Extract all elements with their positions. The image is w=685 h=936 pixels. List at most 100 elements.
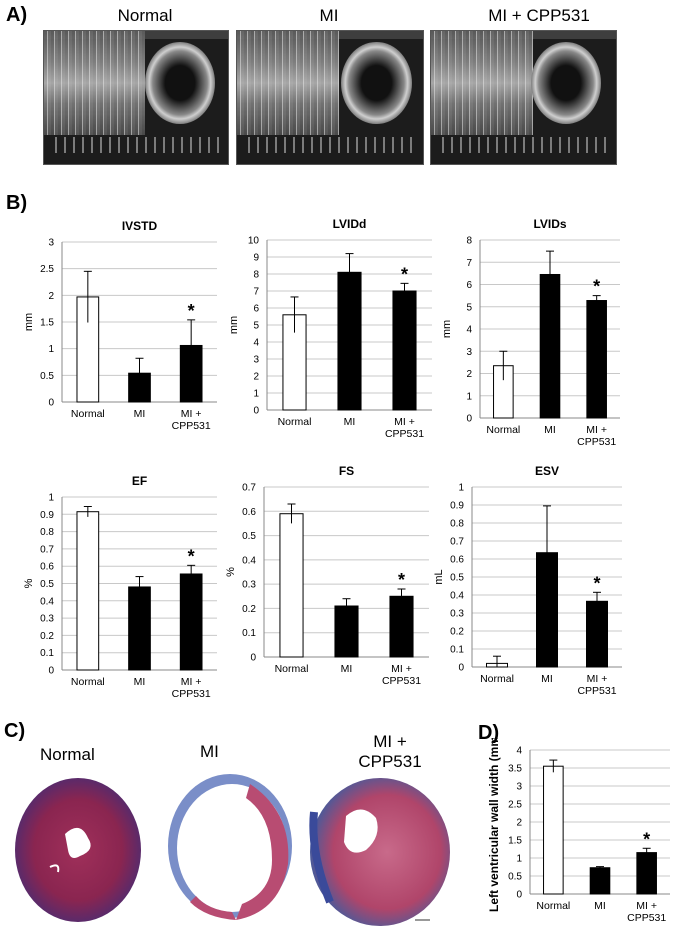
y-axis-label: mm <box>228 316 240 334</box>
y-tick-label: 0.6 <box>40 562 54 573</box>
bar <box>334 605 359 658</box>
bar <box>179 573 203 671</box>
echo-image-mi <box>236 30 424 165</box>
y-tick-label: 2 <box>48 291 54 302</box>
y-tick-label: 4 <box>466 325 472 336</box>
y-tick-label: 8 <box>466 236 472 247</box>
y-tick-label: 4 <box>253 338 259 349</box>
bar <box>128 586 151 671</box>
y-tick-label: 1 <box>48 344 54 355</box>
panel-label-c: C) <box>4 720 26 742</box>
y-axis-label: % <box>225 567 237 577</box>
x-tick-label: MI + <box>391 663 412 675</box>
y-tick-label: 0.7 <box>450 537 464 548</box>
y-tick-label: 2 <box>516 818 522 829</box>
y-tick-label: 0.7 <box>242 483 256 494</box>
x-tick-label: CPP531 <box>385 428 424 440</box>
y-tick-label: 0.3 <box>242 580 256 591</box>
y-tick-label: 0.5 <box>450 573 464 584</box>
y-tick-label: 0.7 <box>40 544 54 555</box>
y-tick-label: 2.5 <box>40 264 54 275</box>
y-tick-label: 0.6 <box>242 507 256 518</box>
y-tick-label: 7 <box>466 258 472 269</box>
x-tick-label: CPP531 <box>577 685 616 697</box>
echo-image-normal <box>43 30 229 165</box>
x-tick-label: MI <box>341 663 353 675</box>
y-tick-label: 0.6 <box>450 555 464 566</box>
y-tick-label: 6 <box>466 280 472 291</box>
y-tick-label: 0 <box>48 398 54 409</box>
chart-title: LVIDs <box>533 217 566 231</box>
y-tick-label: 0 <box>466 414 472 425</box>
chart-title: EF <box>132 474 147 488</box>
y-tick-label: 1 <box>516 854 522 865</box>
significance-star: * <box>593 277 600 297</box>
chart-title: FS <box>339 464 354 478</box>
x-tick-label: Normal <box>480 673 514 685</box>
x-tick-label: MI <box>134 408 146 420</box>
y-tick-label: 0.3 <box>40 614 54 625</box>
y-tick-label: 9 <box>253 253 259 264</box>
y-tick-label: 3 <box>253 355 259 366</box>
echo-title-mi-cpp531: MI + CPP531 <box>488 6 590 25</box>
bar <box>586 600 608 668</box>
y-tick-label: 0.5 <box>508 872 522 883</box>
chart-lvidd: LVIDd mm 0 1 2 3 4 5 6 7 8 9 10 Normal MI * MI +CPP531 <box>228 217 432 440</box>
x-tick-label: Normal <box>71 676 105 688</box>
y-tick-label: 0 <box>253 406 259 417</box>
y-tick-label: 1.5 <box>508 836 522 847</box>
histology-title-normal: Normal <box>40 745 95 764</box>
y-tick-label: 6 <box>253 304 259 315</box>
x-tick-label: MI <box>344 416 356 428</box>
y-tick-label: 1 <box>458 483 464 494</box>
y-tick-label: 4 <box>516 746 522 757</box>
x-tick-label: CPP531 <box>172 420 211 432</box>
x-tick-label: MI <box>134 676 146 688</box>
significance-star: * <box>398 570 405 590</box>
panel-label-b: B) <box>6 192 28 214</box>
histology-mi <box>168 774 292 920</box>
y-tick-label: 3 <box>466 347 472 358</box>
x-tick-label: MI <box>594 900 606 912</box>
x-tick-label: CPP531 <box>627 912 666 924</box>
y-tick-label: 0.5 <box>242 531 256 542</box>
x-tick-label: Normal <box>536 900 570 912</box>
y-tick-label: 0.2 <box>40 631 54 642</box>
y-tick-label: 0 <box>250 653 256 664</box>
histology-normal <box>15 778 141 922</box>
chart-ef: EF% 0 0.1 0.2 0.3 0.4 0.5 0.6 0.7 0.8 0.9 1 Normal MI… <box>23 474 217 700</box>
y-tick-label: 0.8 <box>40 527 54 538</box>
bar <box>589 867 611 895</box>
panel-label-a: A) <box>6 4 28 26</box>
y-tick-label: 0.3 <box>450 609 464 620</box>
chart-ivstd: IVSTD mm 0 0.5 1 1.5 2 2.5 3 Normal MI * MI +CPP531 <box>23 219 217 432</box>
echo-image-mi-cpp531 <box>430 30 617 165</box>
x-tick-label: MI + <box>181 408 202 420</box>
panel-label-d: D) <box>478 722 500 744</box>
y-tick-label: 3.5 <box>508 764 522 775</box>
y-tick-label: 2 <box>253 372 259 383</box>
histology-title-mi-cpp531-line1: MI + <box>373 732 407 751</box>
histology-title-mi: MI <box>200 742 219 761</box>
x-tick-label: MI + <box>636 900 657 912</box>
x-tick-label: MI <box>541 673 553 685</box>
y-tick-label: 0 <box>516 890 522 901</box>
y-tick-label: 0 <box>48 666 54 677</box>
y-axis-label: % <box>23 578 35 588</box>
x-tick-label: Normal <box>71 408 105 420</box>
x-tick-label: Normal <box>275 663 309 675</box>
y-tick-label: 2.5 <box>508 800 522 811</box>
y-tick-label: 0.1 <box>450 645 464 656</box>
significance-star: * <box>188 546 195 566</box>
echo-title-mi: MI <box>319 6 339 25</box>
bar <box>586 300 607 419</box>
chart-title: LVIDd <box>333 217 367 231</box>
significance-star: * <box>401 264 408 284</box>
chart-title: ESV <box>535 464 559 478</box>
x-tick-label: Normal <box>486 424 520 436</box>
chart-lv-wall-width: Left ventricular wall width (mm) 0 0.5 1 1.5… <box>488 738 670 924</box>
chart-lvids: LVIDs mm 0 1 2 3 4 5 6 7 8 Normal MI * MI +CPP531 <box>441 217 620 448</box>
x-tick-label: Normal <box>278 416 312 428</box>
y-tick-label: 1.5 <box>40 318 54 329</box>
y-tick-label: 0.5 <box>40 579 54 590</box>
